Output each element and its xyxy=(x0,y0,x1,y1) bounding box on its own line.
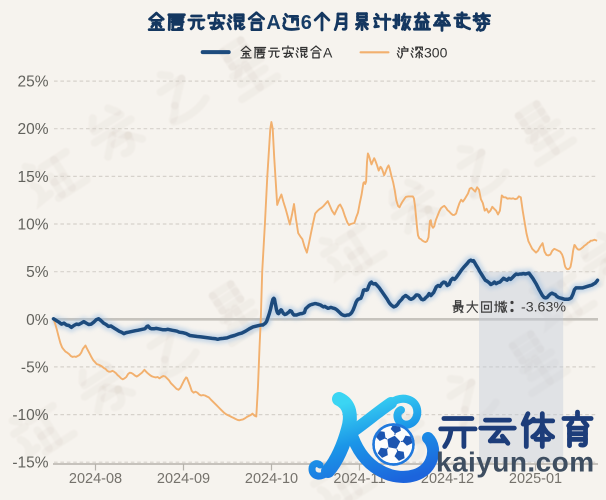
svg-text:2024-11: 2024-11 xyxy=(333,471,385,487)
svg-text:300: 300 xyxy=(424,45,448,61)
svg-text:25%: 25% xyxy=(17,74,48,91)
svg-text:A: A xyxy=(323,45,333,61)
svg-text:2024-09: 2024-09 xyxy=(157,471,210,487)
svg-text:20%: 20% xyxy=(17,121,48,138)
svg-text:15%: 15% xyxy=(17,169,48,186)
svg-text:A: A xyxy=(266,12,280,34)
svg-text:2025-01: 2025-01 xyxy=(509,471,562,487)
svg-text:-3.63%: -3.63% xyxy=(521,300,566,316)
svg-text:2024-08: 2024-08 xyxy=(69,471,122,487)
svg-text:-5%: -5% xyxy=(21,359,49,376)
svg-text:6: 6 xyxy=(301,12,312,34)
svg-text:0%: 0% xyxy=(26,312,49,329)
svg-text:2024-12: 2024-12 xyxy=(421,471,474,487)
svg-text:5%: 5% xyxy=(26,264,49,281)
svg-text:2024-10: 2024-10 xyxy=(245,471,298,487)
svg-text:kaiyun.com: kaiyun.com xyxy=(436,447,595,478)
svg-text:-15%: -15% xyxy=(12,455,48,472)
svg-text:10%: 10% xyxy=(17,217,48,234)
svg-text:-10%: -10% xyxy=(12,407,48,424)
